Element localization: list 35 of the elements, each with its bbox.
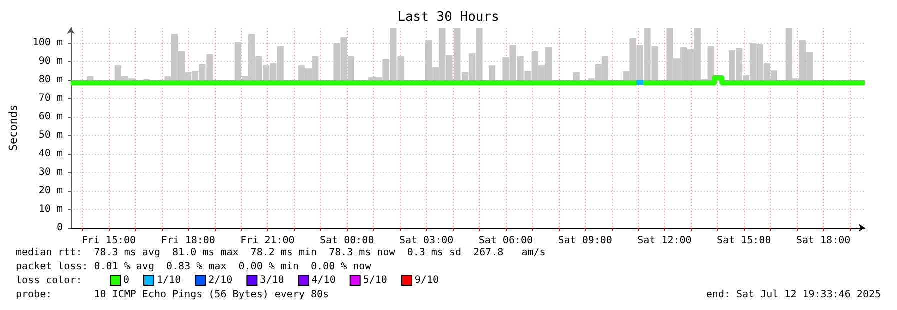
y-tick-label: 10 m [38,204,63,215]
legend-label: 1/10 [157,275,182,286]
x-tick-label: Sat 03:00 [399,236,454,246]
y-tick-label: 90 m [38,56,63,67]
y-tick-label: 40 m [38,148,63,160]
x-tick-label: Fri 15:00 [82,236,136,246]
y-tick-label: 100 m [32,37,63,48]
y-tick-label: 30 m [38,166,63,178]
legend-title: loss color: [16,276,82,286]
y-axis-title: Seconds [7,104,20,152]
x-tick-label: Sat 15:00 [717,236,772,246]
text: packet loss: 0.01 % avg 0.83 % max 0.00 % min 0.00 % now [16,262,372,272]
y-tick-label: 60 m [38,111,63,122]
legend-label: 3/10 [260,275,284,286]
y-tick-label: 70 m [38,92,63,104]
y-tick-label: 20 m [38,185,63,196]
legend-label: 2/10 [208,275,233,286]
text: probe: 10 ICMP Echo Pings (56 Bytes) every 80s [16,290,330,300]
x-tick-label: Sat 00:00 [320,236,374,246]
x-tick-label: Fri 18:00 [161,236,216,246]
text: end: Sat Jul 12 19:33:46 2025 [706,290,882,300]
legend-label: 5/10 [363,275,388,286]
x-tick-label: Sat 06:00 [478,236,534,246]
y-tick-label: 0 [56,222,63,234]
y-tick-label: 50 m [38,130,63,141]
legend-label: 0 [124,275,130,286]
x-tick-label: Fri 21:00 [240,236,295,246]
legend-label: 9/10 [414,275,440,286]
text: median rtt: 78.3 ms avg 81.0 ms max 78.2 ms min 78.3 ms now 0.3 ms sd 267.8 am/s [16,248,546,258]
x-tick-label: Sat 12:00 [638,236,692,246]
legend-label: 4/10 [312,275,336,286]
x-tick-label: Sat 18:00 [796,236,851,246]
y-tick-label: 80 m [38,74,63,86]
chart-title: Last 30 Hours [398,10,500,25]
x-tick-label: Sat 09:00 [558,236,612,246]
